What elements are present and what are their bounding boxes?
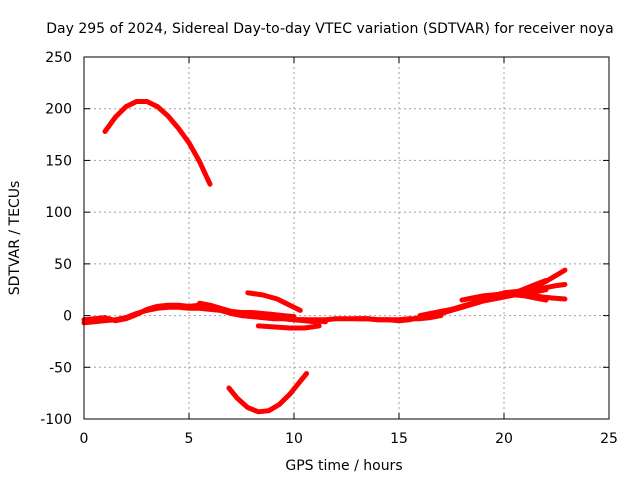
y-tick-label: 250 — [45, 50, 72, 66]
y-tick-label: -100 — [40, 412, 72, 428]
y-tick-label: 150 — [45, 153, 72, 169]
x-axis-label: GPS time / hours — [285, 458, 402, 474]
x-tick-label: 10 — [285, 431, 303, 447]
y-tick-label: 0 — [63, 309, 72, 325]
x-tick-label: 15 — [390, 431, 408, 447]
series-arc-high — [102, 99, 213, 187]
series-arc-mid-upper — [245, 290, 303, 313]
y-axis-label: SDTVAR / TECUs — [7, 181, 23, 296]
plot-frame — [83, 56, 610, 420]
series-rise-f — [501, 282, 568, 296]
series-arc-low — [226, 371, 310, 415]
x-tick-label: 25 — [600, 431, 618, 447]
y-tick-label: 50 — [54, 257, 72, 273]
series-layer — [81, 99, 568, 415]
y-tick-label: -50 — [49, 360, 72, 376]
x-tick-label: 5 — [185, 431, 194, 447]
chart-title: Day 295 of 2024, Sidereal Day-to-day VTE… — [46, 21, 614, 37]
x-tick-label: 20 — [495, 431, 513, 447]
x-tick-label: 0 — [80, 431, 89, 447]
y-tick-label: 100 — [45, 205, 72, 221]
series-arc-mid-lower — [255, 323, 322, 331]
tick-layer: 0 5 10 15 20 25 -100 -50 0 50 100 150 200 250 — [40, 50, 618, 447]
grid-layer — [84, 57, 609, 419]
y-tick-label: 200 — [45, 102, 72, 118]
